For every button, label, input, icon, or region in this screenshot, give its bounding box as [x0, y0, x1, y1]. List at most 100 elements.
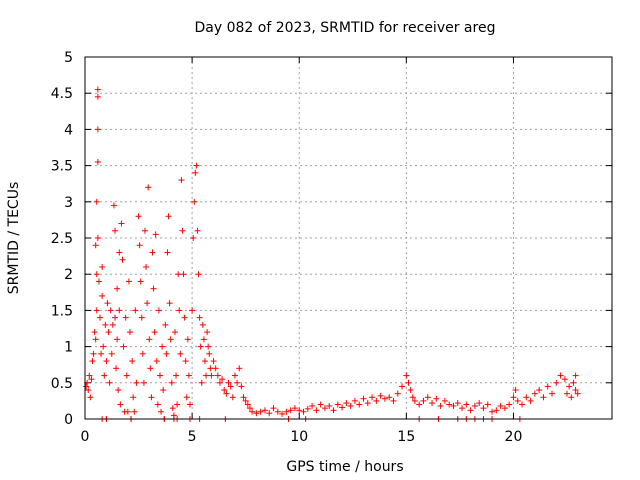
data-point — [89, 358, 96, 365]
y-tick-label: 3.5 — [51, 159, 73, 175]
data-point — [103, 358, 110, 365]
grid — [85, 57, 612, 419]
data-point — [279, 410, 286, 417]
data-point — [186, 401, 193, 408]
y-tick-label: 5 — [64, 50, 73, 66]
data-point — [476, 400, 483, 407]
data-point — [183, 394, 190, 401]
data-point — [467, 407, 474, 414]
data-point — [300, 408, 307, 415]
data-point — [514, 397, 521, 404]
data-point — [227, 383, 234, 390]
data-point — [437, 402, 444, 409]
data-point — [570, 379, 577, 386]
data-point — [136, 242, 143, 249]
data-point — [424, 394, 431, 401]
data-point — [240, 394, 247, 401]
y-axis-label: SRMTID / TECUs — [6, 182, 22, 295]
data-point — [208, 372, 215, 379]
data-point — [154, 401, 161, 408]
data-point — [253, 410, 260, 417]
data-point — [195, 271, 202, 278]
data-point — [291, 405, 298, 412]
data-point — [145, 184, 152, 191]
data-point — [519, 401, 526, 408]
data-point — [242, 397, 249, 404]
data-point — [158, 408, 165, 415]
data-point — [221, 387, 228, 394]
data-point — [176, 307, 183, 314]
data-point — [129, 358, 136, 365]
data-point — [405, 379, 412, 386]
data-point — [167, 336, 174, 343]
data-point — [214, 372, 221, 379]
data-point — [114, 285, 121, 292]
data-point — [164, 249, 171, 256]
data-point — [106, 379, 113, 386]
data-point — [115, 387, 122, 394]
y-tick-label: 3 — [64, 195, 73, 211]
y-tick-label: 4.5 — [51, 86, 73, 102]
data-point — [93, 198, 100, 205]
y-tick-label: 0 — [64, 412, 73, 428]
x-tick-label: 0 — [81, 429, 90, 445]
data-point — [296, 407, 303, 414]
data-point — [493, 407, 500, 414]
data-point — [433, 395, 440, 402]
data-point — [155, 307, 162, 314]
data-point — [88, 376, 95, 383]
data-point — [257, 408, 264, 415]
data-point — [480, 405, 487, 412]
data-point — [90, 350, 97, 357]
data-point — [181, 314, 188, 321]
plot-frame — [84, 56, 613, 420]
data-point — [184, 336, 191, 343]
data-point — [501, 405, 508, 412]
data-point — [304, 405, 311, 412]
y-tick-label: 2.5 — [51, 231, 73, 247]
y-ticks: 0 0.5 1 1.5 2 2.5 3 3.5 4 4.5 5 — [51, 50, 612, 428]
data-point — [205, 343, 212, 350]
data-point — [557, 372, 564, 379]
data-point — [191, 198, 198, 205]
data-point — [93, 307, 100, 314]
data-point — [93, 271, 100, 278]
data-point — [126, 329, 133, 336]
data-point — [489, 408, 496, 415]
data-point — [309, 402, 316, 409]
data-point — [561, 376, 568, 383]
data-point — [140, 379, 147, 386]
data-point — [249, 408, 256, 415]
x-tick-label: 10 — [290, 429, 308, 445]
data-point — [553, 379, 560, 386]
data-point — [510, 394, 517, 401]
data-point — [270, 405, 277, 412]
data-point — [544, 383, 551, 390]
data-point — [326, 402, 333, 409]
data-point — [196, 314, 203, 321]
data-point — [168, 379, 175, 386]
data-point — [313, 407, 320, 414]
data-point — [149, 249, 156, 256]
data-point — [234, 379, 241, 386]
data-point — [94, 86, 101, 93]
data-point — [109, 321, 116, 328]
data-point — [194, 227, 201, 234]
data-point — [203, 372, 210, 379]
data-point — [403, 372, 410, 379]
data-point — [564, 390, 571, 397]
data-point — [321, 405, 328, 412]
data-point — [101, 372, 108, 379]
data-point — [130, 394, 137, 401]
data-point — [351, 397, 358, 404]
data-point — [343, 400, 350, 407]
data-point — [139, 350, 146, 357]
data-point — [416, 401, 423, 408]
data-point — [166, 300, 173, 307]
data-point — [236, 365, 243, 372]
data-point — [147, 365, 154, 372]
data-point — [381, 395, 388, 402]
data-point — [246, 405, 253, 412]
data-point — [104, 300, 111, 307]
data-point — [512, 387, 519, 394]
